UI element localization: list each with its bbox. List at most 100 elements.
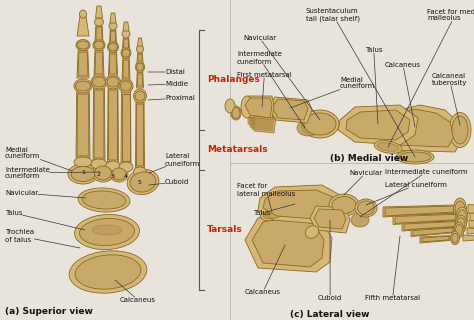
Text: Intermediate
cuneiform: Intermediate cuneiform	[5, 166, 100, 180]
Polygon shape	[108, 88, 118, 162]
Polygon shape	[136, 102, 145, 168]
Polygon shape	[109, 90, 118, 160]
Polygon shape	[137, 53, 143, 63]
Polygon shape	[123, 60, 129, 78]
Ellipse shape	[454, 222, 464, 238]
Text: Fifth metatarsal: Fifth metatarsal	[365, 236, 420, 301]
Text: Navicular: Navicular	[243, 35, 320, 120]
Text: 4: 4	[124, 174, 128, 180]
Ellipse shape	[232, 108, 240, 118]
Polygon shape	[470, 213, 474, 221]
Ellipse shape	[108, 42, 118, 52]
Polygon shape	[122, 38, 129, 50]
Polygon shape	[385, 206, 454, 216]
Ellipse shape	[456, 224, 463, 236]
Polygon shape	[248, 109, 270, 126]
Polygon shape	[395, 214, 456, 223]
Ellipse shape	[75, 81, 91, 91]
Polygon shape	[109, 54, 117, 74]
Ellipse shape	[399, 152, 431, 162]
Polygon shape	[124, 39, 128, 48]
Polygon shape	[393, 213, 457, 225]
Ellipse shape	[305, 226, 319, 238]
Text: Metatarsals: Metatarsals	[207, 146, 268, 155]
Polygon shape	[404, 221, 455, 230]
Polygon shape	[245, 98, 272, 118]
Text: Navicular: Navicular	[344, 170, 382, 195]
Polygon shape	[383, 205, 455, 217]
Ellipse shape	[377, 143, 399, 151]
Ellipse shape	[75, 255, 141, 289]
Ellipse shape	[355, 199, 377, 217]
Polygon shape	[387, 109, 454, 147]
Ellipse shape	[74, 214, 139, 250]
Polygon shape	[137, 74, 143, 86]
Polygon shape	[77, 16, 89, 36]
Ellipse shape	[301, 110, 339, 138]
Polygon shape	[268, 97, 312, 123]
Polygon shape	[95, 26, 103, 42]
Ellipse shape	[449, 113, 471, 148]
Ellipse shape	[456, 207, 468, 227]
Polygon shape	[137, 72, 144, 88]
Ellipse shape	[68, 164, 98, 184]
Ellipse shape	[457, 218, 465, 230]
Polygon shape	[250, 112, 272, 129]
Ellipse shape	[135, 91, 145, 101]
Ellipse shape	[109, 43, 118, 51]
Ellipse shape	[112, 168, 126, 180]
Ellipse shape	[456, 215, 466, 233]
Polygon shape	[109, 52, 118, 76]
Ellipse shape	[80, 219, 135, 245]
Ellipse shape	[119, 79, 133, 93]
Polygon shape	[78, 52, 88, 76]
Ellipse shape	[110, 166, 128, 182]
Ellipse shape	[74, 79, 92, 93]
Text: Sustentaculum
tali (talar shelf): Sustentaculum tali (talar shelf)	[306, 8, 415, 157]
Text: Phalanges: Phalanges	[207, 76, 260, 84]
Ellipse shape	[134, 167, 146, 177]
Ellipse shape	[329, 194, 359, 216]
Text: Talus: Talus	[365, 47, 383, 124]
Polygon shape	[420, 236, 450, 243]
Text: 3: 3	[111, 173, 115, 179]
Ellipse shape	[134, 89, 146, 103]
Polygon shape	[121, 92, 131, 163]
Ellipse shape	[130, 172, 156, 192]
Polygon shape	[254, 116, 276, 133]
Ellipse shape	[94, 166, 111, 180]
Text: (c) Lateral view: (c) Lateral view	[290, 310, 370, 319]
Text: 1: 1	[81, 170, 85, 174]
Text: Calcaneus: Calcaneus	[385, 62, 421, 127]
Text: 2: 2	[97, 172, 101, 177]
Polygon shape	[252, 217, 324, 267]
Polygon shape	[463, 235, 474, 241]
Ellipse shape	[106, 75, 120, 89]
Ellipse shape	[136, 61, 145, 73]
Ellipse shape	[109, 22, 117, 30]
Text: Calcaneal
tuberosity: Calcaneal tuberosity	[432, 74, 467, 125]
Text: Navicular: Navicular	[5, 190, 86, 198]
Ellipse shape	[122, 30, 130, 38]
Ellipse shape	[78, 188, 130, 212]
Ellipse shape	[92, 225, 122, 235]
Text: Facet for medial
malleolus: Facet for medial malleolus	[388, 9, 474, 147]
Ellipse shape	[304, 113, 336, 135]
Polygon shape	[310, 206, 350, 233]
Text: Facet for
lateral malleolus: Facet for lateral malleolus	[237, 183, 295, 212]
Polygon shape	[272, 99, 308, 120]
Ellipse shape	[92, 164, 114, 182]
Text: Cuboid: Cuboid	[149, 179, 189, 185]
Text: Lateral cuneiform: Lateral cuneiform	[366, 182, 447, 205]
Ellipse shape	[225, 99, 235, 113]
Polygon shape	[314, 209, 346, 229]
Polygon shape	[469, 220, 474, 228]
Polygon shape	[123, 22, 129, 31]
Ellipse shape	[297, 120, 319, 136]
Polygon shape	[122, 94, 130, 161]
Text: Calcaneus: Calcaneus	[115, 280, 156, 303]
Ellipse shape	[260, 205, 290, 221]
Ellipse shape	[91, 159, 107, 169]
Polygon shape	[346, 110, 410, 140]
Text: 5: 5	[138, 180, 142, 185]
